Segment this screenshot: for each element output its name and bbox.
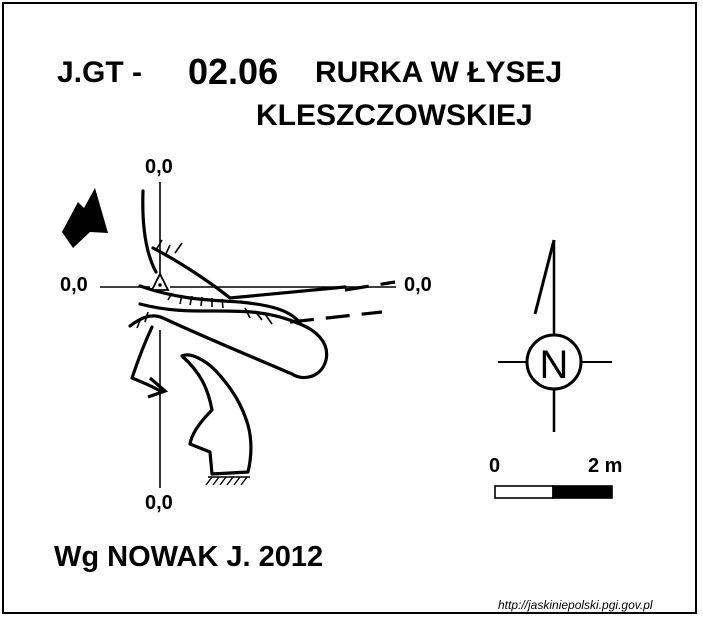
scale-end-label: 2 m [588,455,623,477]
axis-label-bottom: 0,0 [145,492,173,514]
rock-hatch-icon [205,476,250,486]
slope-hachures [136,239,273,329]
entrance-shaft-wall [141,189,158,274]
passage-upper-wall [151,246,347,300]
axis-label-right: 0,0 [404,274,432,296]
descending-wall [130,325,164,394]
axis-label-left: 0,0 [60,274,88,296]
chamber-outline [128,302,329,380]
scale-bar [494,485,613,499]
entrance-arrow-icon [62,188,108,248]
dashed-continuation-upper [344,280,396,292]
compass-north-label: N [540,343,569,387]
dashed-continuation-lower [289,310,383,324]
lower-passage-outline [180,353,253,476]
cave-name-line2: KLESZCZOWSKIEJ [256,99,533,132]
survey-station-icon [150,271,170,291]
cave-code-prefix: J.GT - [57,56,143,89]
scale-start-label: 0 [489,455,501,477]
cave-code-number: 02.06 [188,51,279,92]
direction-arrowhead-icon [147,376,169,399]
cave-name-line1: RURKA W ŁYSEJ [315,56,563,89]
axis-label-top: 0,0 [145,156,173,178]
author-credit: Wg NOWAK J. 2012 [54,541,324,573]
source-url: http://jaskiniepolski.pgi.gov.pl [498,598,653,612]
map-frame [2,2,697,614]
north-compass-icon [498,239,612,432]
